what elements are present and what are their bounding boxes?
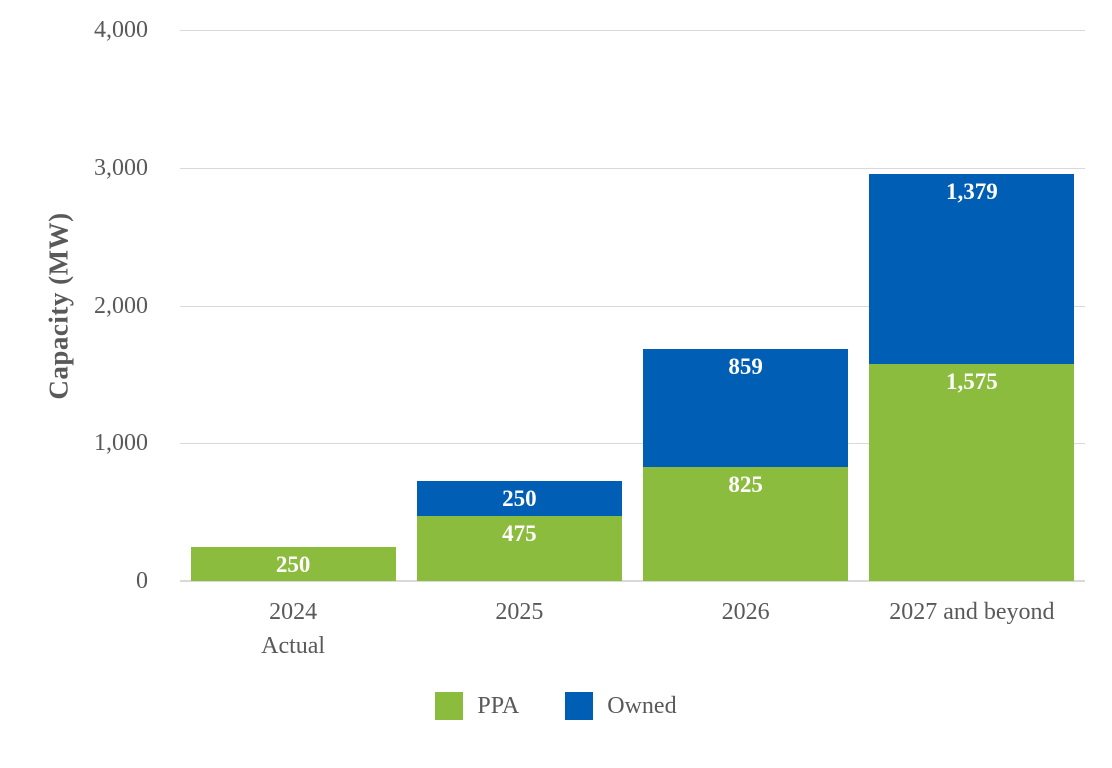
bar-value-label: 1,575: [946, 369, 998, 395]
legend-label: PPA: [477, 693, 520, 719]
legend-item-ppa: PPA: [435, 692, 519, 720]
bar-segment-ppa-3: 1,575: [869, 364, 1075, 581]
x-tick-label-line: 2026: [721, 599, 770, 625]
bar-value-label: 250: [502, 486, 537, 512]
legend-swatch-owned: [565, 692, 594, 720]
x-tick-label: 2026: [633, 595, 859, 629]
bar-value-label: 1,379: [946, 179, 998, 205]
gridline: [180, 167, 1085, 169]
x-tick-label: 2024 Actual: [180, 595, 406, 663]
gridline: [180, 305, 1085, 307]
y-tick-label: 2,000: [94, 292, 148, 319]
bar-value-label: 475: [502, 520, 537, 546]
bar-segment-owned-3: 1,379: [869, 174, 1075, 365]
x-tick-label-line: 2025: [495, 599, 544, 625]
gridline: [180, 30, 1085, 31]
bar-segment-owned-1: 250: [416, 481, 622, 516]
bar-segment-ppa-0: 250: [190, 546, 396, 581]
x-tick-label-line: 2024: [269, 599, 318, 625]
legend-item-owned: Owned: [565, 692, 677, 720]
bar-value-label: 825: [728, 472, 763, 498]
bar-value-label: 250: [275, 551, 311, 577]
legend: PPA Owned: [0, 692, 1112, 720]
x-tick-label: 2027 and beyond: [859, 595, 1085, 629]
x-tick-label-line: Actual: [261, 633, 326, 659]
legend-label: Owned: [607, 693, 677, 719]
y-tick-label: 1,000: [94, 430, 148, 457]
x-axis-line: [180, 580, 1085, 582]
bar-segment-ppa-2: 825: [643, 467, 849, 581]
y-tick-label: 4,000: [94, 17, 148, 43]
legend-swatch-ppa: [435, 692, 464, 720]
x-tick-label-line: 2027 and beyond: [889, 599, 1055, 625]
bar-segment-ppa-1: 475: [416, 515, 622, 581]
bar-segment-owned-2: 859: [643, 349, 849, 468]
x-tick-label: 2025: [406, 595, 632, 629]
bar-value-label: 859: [728, 354, 763, 380]
gridline: [180, 443, 1085, 445]
y-tick-label: 3,000: [94, 154, 148, 181]
y-tick-label: 0: [136, 568, 148, 594]
